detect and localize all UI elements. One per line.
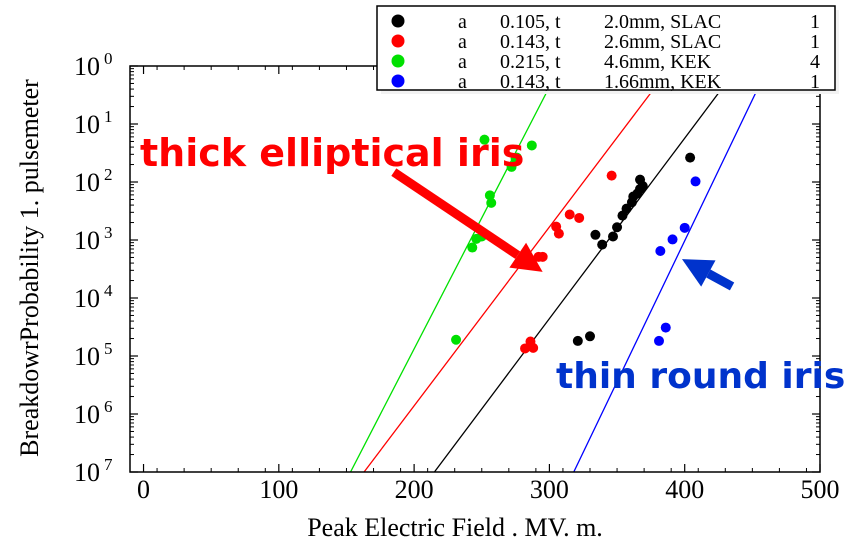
data-point — [537, 251, 548, 262]
legend-label: 0.143, t — [500, 31, 561, 53]
legend-box — [376, 5, 836, 91]
axis-ticks — [129, 65, 821, 473]
legend-marker — [391, 74, 405, 88]
fit-line — [363, 66, 672, 472]
x-tick-label: 400 — [665, 475, 704, 504]
y-tick-label: 10 3 — [74, 223, 113, 255]
legend-label: 1 — [810, 11, 820, 33]
data-points — [451, 134, 701, 354]
data-point — [528, 342, 539, 353]
legend-label: 4 — [810, 51, 820, 73]
fit-line — [349, 66, 561, 472]
annotations: thick elliptical iris thin round iris — [140, 131, 845, 397]
data-point — [690, 176, 701, 187]
legend-marker — [391, 14, 405, 28]
data-point — [479, 134, 490, 145]
legend-label: 0.105, t — [500, 11, 561, 33]
data-point — [608, 231, 618, 242]
y-tick-label: 10 7 — [74, 455, 113, 487]
data-point — [572, 335, 583, 346]
y-axis-title: BreakdowrProbability 1. pulsemeter — [15, 79, 44, 457]
data-point — [506, 161, 517, 172]
legend-label: a — [458, 31, 467, 53]
data-point — [486, 197, 497, 208]
data-point — [526, 140, 537, 151]
annotation-label: thin round iris — [556, 356, 845, 397]
legend-label: 2.6mm, SLAC — [604, 31, 721, 53]
legend-label: 1.66mm, KEK — [604, 71, 722, 93]
data-point — [655, 246, 666, 257]
data-point — [667, 234, 678, 245]
y-tick-label: 10 2 — [74, 165, 113, 197]
data-point — [451, 334, 462, 345]
x-tick-labels: 0 100 200 300 400 500 — [137, 475, 839, 504]
annotation-arrow-head — [682, 259, 716, 287]
legend-label: 0.215, t — [500, 51, 561, 73]
legend-label: 2.0mm, SLAC — [604, 11, 721, 33]
data-point — [597, 239, 608, 250]
y-tick-label: 10 0 — [74, 49, 113, 81]
annotation-label: thick elliptical iris — [140, 131, 524, 175]
data-point — [467, 242, 478, 253]
y-tick-label: 10 1 — [74, 107, 113, 139]
legend-label: a — [458, 11, 467, 33]
data-point — [511, 152, 522, 163]
fit-line — [573, 66, 770, 472]
data-point — [606, 170, 617, 181]
annotation-arrow-shaft — [391, 168, 521, 259]
legend-marker — [391, 34, 405, 48]
legend-label: a — [458, 71, 467, 93]
x-tick-label: 200 — [395, 475, 434, 504]
data-point — [564, 209, 575, 220]
x-tick-label: 0 — [137, 475, 150, 504]
legend-label: 0.143, t — [500, 71, 561, 93]
data-point — [685, 152, 696, 163]
x-axis-title: Peak Electric Field . MV. m. — [307, 513, 603, 542]
legend: a 0.105, t 2.0mm, SLAC 1 a 0.143, t 2.6mm, SLA… — [376, 5, 839, 94]
y-tick-label: 10 5 — [74, 339, 113, 371]
legend-marker — [391, 54, 405, 68]
plot-frame — [129, 65, 821, 473]
x-tick-label: 300 — [530, 475, 569, 504]
annotation-arrow-shaft — [706, 269, 735, 291]
legend-label: 4.6mm, KEK — [604, 51, 712, 73]
data-point — [590, 229, 601, 240]
fit-line — [433, 66, 740, 472]
data-point — [654, 335, 664, 346]
legend-label: a — [458, 51, 467, 73]
data-point — [585, 331, 595, 342]
data-point — [520, 343, 531, 354]
data-point — [553, 228, 564, 239]
annotation-arrow-head — [509, 242, 543, 272]
data-point — [635, 174, 646, 185]
data-point — [574, 212, 585, 223]
fit-lines — [349, 66, 770, 472]
data-point — [660, 322, 671, 333]
y-tick-label: 10 6 — [74, 397, 113, 429]
legend-label: 1 — [810, 71, 820, 93]
y-tick-label: 10 4 — [74, 281, 113, 313]
data-point — [612, 222, 623, 233]
x-tick-label: 100 — [259, 475, 298, 504]
x-tick-label: 500 — [801, 475, 840, 504]
data-point — [484, 190, 495, 201]
legend-label: 1 — [810, 31, 820, 53]
data-point — [679, 222, 690, 233]
